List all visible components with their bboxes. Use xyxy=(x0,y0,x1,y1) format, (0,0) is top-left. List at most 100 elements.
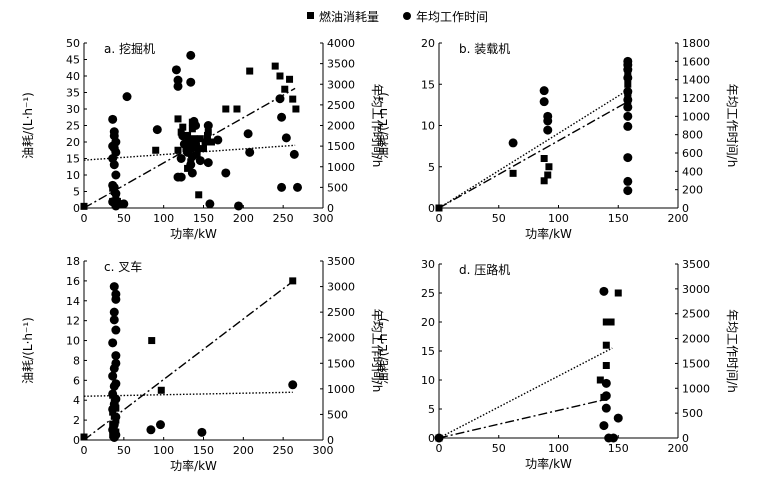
y-right-tick-label: 3500 xyxy=(327,58,355,71)
hours-point xyxy=(623,121,633,131)
hours-point xyxy=(111,351,121,361)
fuel-point xyxy=(281,85,289,93)
hours-point xyxy=(111,170,121,180)
fuel-point xyxy=(435,204,443,212)
y-left-tick-label: 20 xyxy=(66,136,80,149)
y-right-tick-label: 1400 xyxy=(682,74,710,87)
x-tick-label: 50 xyxy=(117,444,131,457)
y-left-tick-label: 10 xyxy=(421,374,435,387)
fuel-point xyxy=(540,177,548,185)
fuel-point xyxy=(200,145,207,153)
y-left-tick-label: 15 xyxy=(421,78,435,91)
chart-panel-0: 0 50 100 150 200 250 3000510152025303540455005… xyxy=(21,37,384,241)
chart-panel-2: 0 50 100 150 200 250 3000246810121416180500100… xyxy=(21,255,384,473)
hours-point xyxy=(176,172,186,182)
hours-point xyxy=(623,73,633,83)
x-tick-label: 100 xyxy=(548,212,569,225)
hours-point xyxy=(543,125,553,135)
y-right-tick-label: 2000 xyxy=(682,333,710,346)
fuel-point xyxy=(188,118,196,126)
hours-point xyxy=(508,138,518,148)
y-right-tick-label: 2000 xyxy=(327,120,355,133)
y-left-tick-label: 18 xyxy=(66,255,80,268)
fuel-point xyxy=(187,145,195,153)
y-right-tick-label: 500 xyxy=(327,408,348,421)
y-right-tick-label: 200 xyxy=(682,184,703,197)
y-right-tick-label: 4000 xyxy=(327,37,355,50)
fuel-point xyxy=(614,289,622,297)
hours-point xyxy=(186,50,196,60)
legend-hours-marker xyxy=(403,12,411,20)
legend-hours-label: 年均工作时间 xyxy=(416,10,488,24)
fuel-point xyxy=(179,123,187,131)
fuel-point xyxy=(174,146,182,154)
fuel-point xyxy=(182,145,190,153)
hours-point xyxy=(213,135,223,145)
x-tick-label: 200 xyxy=(668,442,689,455)
y-right-tick-label: 1800 xyxy=(682,37,710,50)
y-left-tick-label: 10 xyxy=(66,335,80,348)
y-left-axis-label: 油耗/(L·h⁻¹) xyxy=(21,317,35,384)
hours-point xyxy=(543,116,553,126)
x-tick-label: 200 xyxy=(233,212,254,225)
y-left-tick-label: 5 xyxy=(428,403,435,416)
fuel-point xyxy=(184,164,192,172)
fuel-point xyxy=(207,138,215,146)
x-tick-label: 100 xyxy=(153,444,174,457)
y-right-tick-label: 1500 xyxy=(682,357,710,370)
hours-point xyxy=(109,363,119,373)
y-right-tick-label: 2500 xyxy=(682,308,710,321)
hours-point xyxy=(176,154,186,163)
y-right-tick-label: 3500 xyxy=(682,258,710,271)
hours-point xyxy=(109,381,119,391)
fuel-point xyxy=(80,202,88,210)
fuel-point xyxy=(190,135,198,143)
y-left-tick-label: 4 xyxy=(73,394,80,407)
hours-trend-line xyxy=(83,280,294,441)
fuel-point xyxy=(188,125,196,133)
fuel-point xyxy=(607,318,615,326)
y-right-tick-label: 1600 xyxy=(682,55,710,68)
fuel-point xyxy=(184,131,192,139)
y-left-tick-label: 30 xyxy=(66,103,80,116)
hours-point xyxy=(108,338,118,348)
y-left-tick-label: 30 xyxy=(421,258,435,271)
fuel-point xyxy=(271,62,279,70)
hours-point xyxy=(146,425,156,435)
panel-title: b. 装载机 xyxy=(459,42,510,56)
y-right-tick-label: 500 xyxy=(327,181,348,194)
y-right-axis-label: 年均工作时间/h xyxy=(725,309,739,393)
hours-point xyxy=(608,433,618,443)
panel-title: c. 叉车 xyxy=(104,259,142,274)
fuel-point xyxy=(115,201,123,209)
y-right-axis-label: 年均工作时间/h xyxy=(725,84,739,168)
hours-point xyxy=(613,413,623,423)
y-right-tick-label: 2500 xyxy=(327,306,355,319)
x-tick-label: 150 xyxy=(193,444,214,457)
y-right-tick-label: 0 xyxy=(682,432,689,445)
y-left-tick-label: 25 xyxy=(66,120,80,133)
legend: 燃油消耗量 年均工作时间 xyxy=(307,9,488,24)
y-right-tick-label: 1200 xyxy=(682,92,710,105)
fuel-point xyxy=(185,138,193,146)
legend-fuel-label: 燃油消耗量 xyxy=(319,9,379,24)
hours-point xyxy=(623,186,633,196)
hours-point xyxy=(623,176,633,186)
panel-title: a. 挖掘机 xyxy=(104,41,155,56)
fuel-point xyxy=(602,318,610,326)
fuel-point xyxy=(109,408,117,416)
y-left-tick-label: 0 xyxy=(73,202,80,215)
chart-panel-1: 0 50 100 150 2000510152002004006008001000120… xyxy=(376,37,739,241)
x-tick-label: 250 xyxy=(273,444,294,457)
fuel-point xyxy=(624,97,632,105)
fuel-point xyxy=(286,75,294,83)
x-tick-label: 150 xyxy=(608,442,629,455)
x-tick-label: 100 xyxy=(153,212,174,225)
fuel-point xyxy=(109,431,117,439)
x-tick-label: 0 xyxy=(81,444,88,457)
fuel-point xyxy=(109,420,117,428)
y-right-tick-label: 600 xyxy=(682,147,703,160)
y-left-tick-label: 0 xyxy=(428,432,435,445)
hours-point xyxy=(186,77,196,87)
